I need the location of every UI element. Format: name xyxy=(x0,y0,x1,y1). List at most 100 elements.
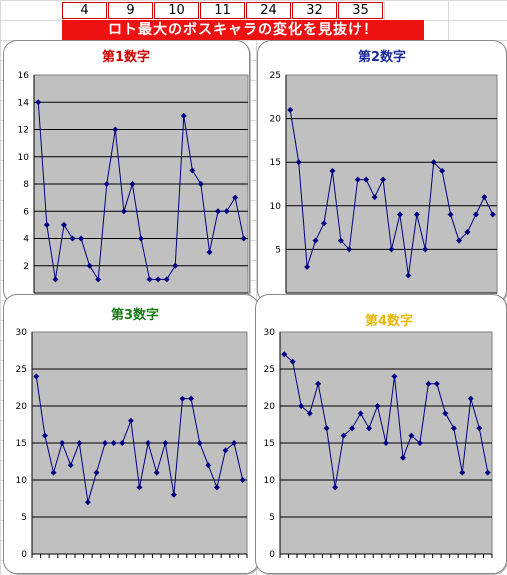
data-point xyxy=(295,159,302,166)
data-point xyxy=(112,126,119,133)
data-point xyxy=(413,211,420,218)
data-point xyxy=(371,194,378,201)
data-point xyxy=(102,440,109,446)
data-point xyxy=(329,167,336,174)
data-point xyxy=(332,484,339,491)
data-point xyxy=(489,211,496,218)
data-point xyxy=(481,194,488,201)
data-point xyxy=(196,440,203,446)
y-tick-label: 10 xyxy=(18,153,30,163)
chart-card-1[interactable]: 第1数字 2 4 6 8 10 12 14 16 xyxy=(3,40,250,304)
plot-area xyxy=(285,74,498,294)
data-point xyxy=(391,373,398,380)
data-point xyxy=(86,262,93,269)
data-point xyxy=(456,237,463,244)
data-point xyxy=(472,211,479,218)
y-tick-label: 5 xyxy=(275,245,281,255)
data-point xyxy=(408,432,415,439)
data-point xyxy=(380,176,387,183)
y-tick-label: 20 xyxy=(264,402,276,412)
data-point xyxy=(399,454,406,461)
data-point xyxy=(422,246,429,253)
data-point xyxy=(304,263,311,270)
data-point xyxy=(129,181,136,187)
y-tick-label: 30 xyxy=(264,328,276,338)
data-point xyxy=(240,235,247,242)
y-tick-label: 6 xyxy=(23,207,29,217)
data-point xyxy=(239,477,246,483)
y-tick-label: 10 xyxy=(264,476,276,486)
data-point xyxy=(354,176,361,183)
banner-title: ロト最大のボスキャラの変化を見抜け！ xyxy=(62,20,424,40)
chart-card-3[interactable]: 第3数字 0 5 10 15 20 25 30 xyxy=(3,294,259,574)
data-point xyxy=(232,194,239,201)
winning-numbers-row: 4 9 10 11 24 32 35 xyxy=(62,2,384,19)
y-tick-label: 15 xyxy=(270,158,281,168)
y-tick-label: 15 xyxy=(16,439,27,449)
data-point xyxy=(93,469,100,476)
y-tick-label: 20 xyxy=(270,115,282,125)
data-point xyxy=(231,440,238,446)
y-tick-label: 5 xyxy=(269,513,275,523)
data-point xyxy=(459,469,466,476)
data-point xyxy=(170,491,177,498)
data-point xyxy=(110,440,117,446)
y-tick-label: 0 xyxy=(21,550,27,560)
data-point xyxy=(155,276,162,283)
data-point xyxy=(103,181,110,187)
data-point xyxy=(67,462,74,469)
data-point xyxy=(153,469,160,476)
data-point xyxy=(315,380,322,387)
data-point xyxy=(189,167,196,174)
chart-card-2[interactable]: 第2数字 5 10 15 20 25 xyxy=(257,40,507,304)
data-point xyxy=(287,106,294,113)
data-point xyxy=(388,246,395,253)
data-point xyxy=(213,484,220,491)
data-point xyxy=(450,425,457,432)
data-point xyxy=(33,373,40,380)
data-point xyxy=(366,425,373,432)
data-point xyxy=(357,410,364,417)
y-tick-label: 16 xyxy=(18,71,30,81)
y-tick-label: 0 xyxy=(269,550,275,560)
data-point xyxy=(222,447,229,454)
y-tick-label: 2 xyxy=(23,262,29,272)
data-point xyxy=(416,440,423,446)
data-point xyxy=(127,417,134,424)
number-cell: 35 xyxy=(338,2,383,19)
data-point xyxy=(215,208,222,215)
y-tick-label: 15 xyxy=(264,439,275,449)
y-tick-label: 4 xyxy=(23,235,29,245)
data-point xyxy=(120,208,127,215)
data-point xyxy=(119,440,126,446)
number-cell: 10 xyxy=(154,2,199,19)
number-cell: 24 xyxy=(246,2,291,19)
data-point xyxy=(180,112,187,119)
data-point xyxy=(163,276,170,283)
data-point xyxy=(298,403,305,409)
number-cell: 32 xyxy=(292,2,337,19)
data-point xyxy=(172,262,179,269)
data-point xyxy=(340,432,347,439)
number-cell: 9 xyxy=(108,2,153,19)
data-point xyxy=(464,228,471,235)
data-point xyxy=(136,484,143,491)
data-point xyxy=(289,358,296,365)
data-point xyxy=(430,159,437,166)
chart-card-4[interactable]: 第4数字 0 5 10 15 20 25 30 xyxy=(255,294,507,574)
y-tick-label: 20 xyxy=(16,402,28,412)
data-point xyxy=(78,235,85,242)
data-point xyxy=(439,167,446,174)
y-tick-label: 30 xyxy=(16,328,28,338)
chart-title: 第3数字 xyxy=(111,307,159,323)
data-point xyxy=(425,380,432,387)
data-point xyxy=(346,246,353,253)
y-tick-label: 14 xyxy=(18,98,30,108)
data-point xyxy=(363,176,370,183)
y-tick-label: 12 xyxy=(18,126,29,136)
data-point xyxy=(146,276,153,283)
data-point xyxy=(95,276,102,283)
chart-title: 第2数字 xyxy=(358,49,406,65)
data-point xyxy=(337,237,344,244)
y-tick-label: 8 xyxy=(23,180,29,190)
